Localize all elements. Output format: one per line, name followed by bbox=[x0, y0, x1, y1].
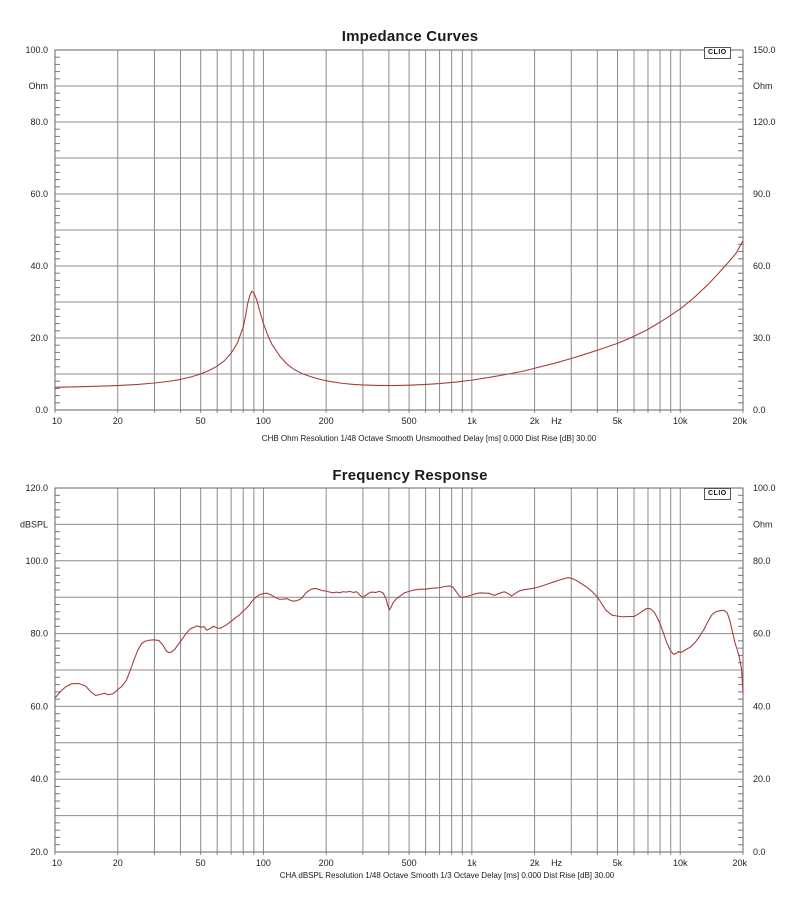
y-left-label: 0.0 bbox=[35, 405, 48, 415]
y-axis-labels: 100.0 Ohm 80.0 60.0 40.0 20.0 0.0 150.0 Ohm 120.0… bbox=[25, 45, 775, 415]
y-right-label: 60.0 bbox=[753, 629, 771, 639]
y-left-label: dBSPL bbox=[20, 519, 48, 529]
impedance-chart-title: Impedance Curves bbox=[341, 28, 479, 45]
impedance-chart-footer: CHB Ohm Resolution 1/48 Octave Smooth Un… bbox=[261, 434, 597, 443]
x-axis-label: 50 bbox=[196, 416, 206, 426]
y-right-label: 150.0 bbox=[753, 45, 776, 55]
frequency-response-chart: 120.0 dBSPL 100.0 80.0 60.0 40.0 20.0 100.0 Ohm 8… bbox=[0, 460, 800, 904]
y-left-label: 80.0 bbox=[30, 629, 48, 639]
x-axis-label: 20 bbox=[113, 858, 123, 868]
y-left-label: 20.0 bbox=[30, 847, 48, 857]
x-axis-label: 500 bbox=[402, 858, 417, 868]
grid-lines bbox=[54, 487, 744, 855]
x-axis-label: 500 bbox=[402, 416, 417, 426]
x-axis-label: 20 bbox=[113, 416, 123, 426]
x-axis-label: 10k bbox=[673, 858, 688, 868]
measurement-curve bbox=[54, 240, 744, 388]
x-axis-labels: 10 20 50 100 200 500 1k 2k Hz 5k 10k 20k bbox=[52, 858, 747, 868]
x-axis-label: Hz bbox=[551, 416, 562, 426]
y-right-label: Ohm bbox=[753, 81, 773, 91]
frequency-response-chart-title: Frequency Response bbox=[332, 467, 488, 484]
x-axis-label: 50 bbox=[196, 858, 206, 868]
y-left-label: 20.0 bbox=[30, 333, 48, 343]
y-right-label: 30.0 bbox=[753, 333, 771, 343]
y-right-label: Ohm bbox=[753, 519, 773, 529]
plot-border bbox=[54, 49, 744, 411]
x-axis-label: 10 bbox=[52, 858, 62, 868]
impedance-plot-canvas: 100.0Ohm80.060.040.020.00.0150.0Ohm120.0… bbox=[25, 45, 775, 426]
plot-border bbox=[54, 487, 744, 853]
y-right-label: 80.0 bbox=[753, 556, 771, 566]
x-axis-labels: 10 20 50 100 200 500 1k 2k Hz 5k 10k 20k bbox=[52, 416, 747, 426]
y-right-label: 0.0 bbox=[753, 405, 766, 415]
x-axis-label: 200 bbox=[319, 858, 334, 868]
x-axis-label: 100 bbox=[256, 858, 271, 868]
x-axis-label: 1k bbox=[467, 858, 477, 868]
y-right-label: 60.0 bbox=[753, 261, 771, 271]
clio-logo: CLIO bbox=[704, 488, 731, 500]
x-axis-label: 2k bbox=[530, 858, 540, 868]
x-axis-label: Hz bbox=[551, 858, 562, 868]
x-axis-label: 10k bbox=[673, 416, 688, 426]
y-left-label: 100.0 bbox=[25, 45, 48, 55]
clio-logo: CLIO bbox=[704, 47, 731, 59]
y-right-label: 100.0 bbox=[753, 483, 776, 493]
y-left-label: 60.0 bbox=[30, 189, 48, 199]
y-left-label: Ohm bbox=[28, 81, 48, 91]
x-axis-label: 20k bbox=[732, 858, 747, 868]
y-axis-labels: 120.0 dBSPL 100.0 80.0 60.0 40.0 20.0 100.0 Ohm 8… bbox=[20, 483, 776, 857]
y-right-label: 0.0 bbox=[753, 847, 766, 857]
y-right-label: 40.0 bbox=[753, 701, 771, 711]
axis-minor-ticks bbox=[55, 56, 743, 404]
y-right-label: 120.0 bbox=[753, 117, 776, 127]
y-left-label: 80.0 bbox=[30, 117, 48, 127]
x-axis-label: 10 bbox=[52, 416, 62, 426]
x-axis-label: 2k bbox=[530, 416, 540, 426]
y-left-label: 120.0 bbox=[25, 483, 48, 493]
x-axis-label: 1k bbox=[467, 416, 477, 426]
y-right-label: 90.0 bbox=[753, 189, 771, 199]
y-right-label: 20.0 bbox=[753, 774, 771, 784]
measurement-curve bbox=[54, 576, 744, 699]
y-left-label: 100.0 bbox=[25, 556, 48, 566]
x-axis-label: 20k bbox=[732, 416, 747, 426]
y-left-label: 60.0 bbox=[30, 701, 48, 711]
grid-lines bbox=[54, 49, 744, 413]
x-axis-label: 200 bbox=[319, 416, 334, 426]
impedance-chart: 100.0 Ohm 80.0 60.0 40.0 20.0 0.0 150.0 Ohm 120.0… bbox=[25, 28, 775, 443]
x-axis-label: 100 bbox=[256, 416, 271, 426]
y-left-label: 40.0 bbox=[30, 774, 48, 784]
x-axis-label: 5k bbox=[613, 858, 623, 868]
y-left-label: 40.0 bbox=[30, 261, 48, 271]
x-axis-label: 5k bbox=[613, 416, 623, 426]
axis-minor-ticks bbox=[55, 494, 743, 846]
frequency-response-chart-footer: CHA dBSPL Resolution 1/48 Octave Smooth … bbox=[279, 871, 615, 880]
frequency-response-plot-canvas: 120.0dBSPL100.080.060.040.020.0100.0Ohm8… bbox=[20, 483, 776, 868]
